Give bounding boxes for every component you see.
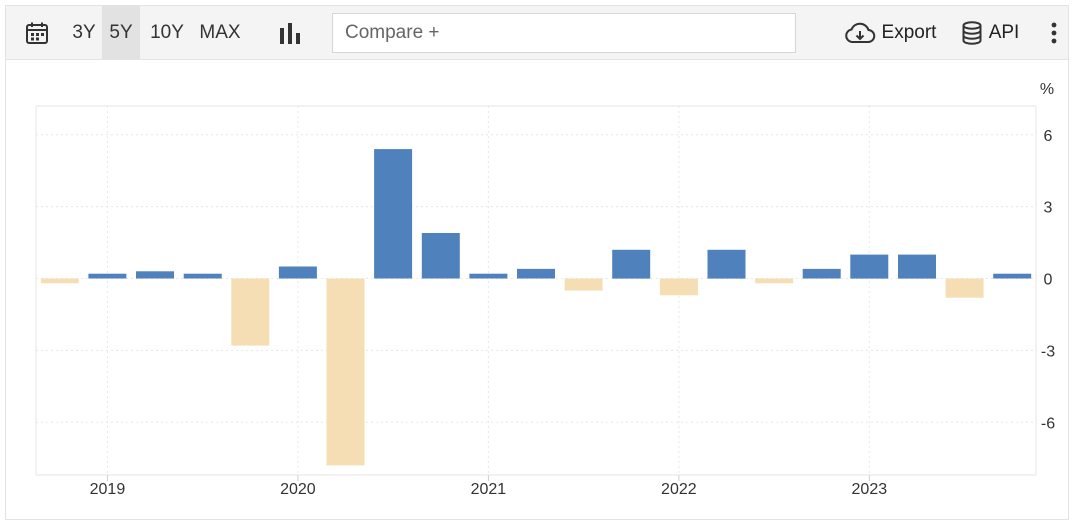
bar[interactable]	[850, 254, 889, 279]
bar[interactable]	[469, 273, 508, 279]
bar[interactable]	[755, 278, 794, 284]
x-tick-label: 2021	[471, 481, 507, 498]
bar[interactable]	[421, 233, 460, 279]
chart-widget: 3Y 5Y 10Y MAX Export	[5, 5, 1069, 520]
bar-series	[40, 149, 1032, 466]
plot-area-border	[35, 105, 1037, 476]
y-tick-label: -3	[1041, 343, 1055, 360]
calendar-icon[interactable]	[20, 6, 54, 60]
x-tick-label: 2023	[852, 481, 888, 498]
bar-chart-icon[interactable]	[274, 6, 306, 60]
y-tick-label: 6	[1044, 128, 1053, 145]
bar[interactable]	[898, 254, 936, 279]
bar[interactable]	[326, 278, 365, 466]
y-tick-label: -6	[1041, 415, 1055, 432]
bar[interactable]	[564, 278, 603, 291]
range-button-3y[interactable]: 3Y	[72, 22, 96, 43]
x-tick-label: 2022	[661, 481, 697, 498]
bar[interactable]	[136, 271, 174, 279]
x-tick-label: 2019	[90, 481, 126, 498]
range-button-5y[interactable]: 5Y	[102, 6, 140, 60]
y-axis-unit-label: %	[1040, 81, 1054, 98]
export-button[interactable]: Export	[840, 6, 940, 60]
bar[interactable]	[183, 273, 222, 279]
bar[interactable]	[278, 266, 317, 279]
y-tick-label: 3	[1044, 200, 1053, 217]
toolbar: 3Y 5Y 10Y MAX Export	[6, 6, 1068, 60]
api-label: API	[988, 22, 1020, 43]
bar[interactable]	[802, 268, 841, 279]
x-axis-ticks: 2019 2020 2021 2022 2023	[90, 475, 888, 498]
bar[interactable]	[707, 249, 746, 279]
bar[interactable]	[517, 268, 555, 279]
more-vertical-icon[interactable]	[1042, 6, 1066, 60]
bar[interactable]	[88, 273, 127, 279]
api-button[interactable]: API	[958, 6, 1022, 60]
bar[interactable]	[374, 149, 413, 279]
database-icon	[962, 21, 982, 45]
y-tick-label: 0	[1044, 272, 1053, 289]
export-label: Export	[881, 22, 937, 43]
bar[interactable]	[945, 278, 984, 298]
bar[interactable]	[40, 278, 79, 284]
range-button-10y[interactable]: 10Y	[150, 22, 184, 43]
bar[interactable]	[993, 273, 1032, 279]
bar[interactable]	[659, 278, 698, 296]
bar[interactable]	[231, 278, 270, 346]
chart-grid	[36, 106, 1036, 475]
cloud-download-icon	[844, 22, 875, 43]
x-tick-label: 2020	[280, 481, 316, 498]
range-button-max[interactable]: MAX	[199, 22, 241, 43]
y-axis-ticks: 6 3 0 -3 -6	[1041, 128, 1055, 433]
compare-input[interactable]	[332, 13, 796, 53]
bar[interactable]	[612, 249, 651, 279]
